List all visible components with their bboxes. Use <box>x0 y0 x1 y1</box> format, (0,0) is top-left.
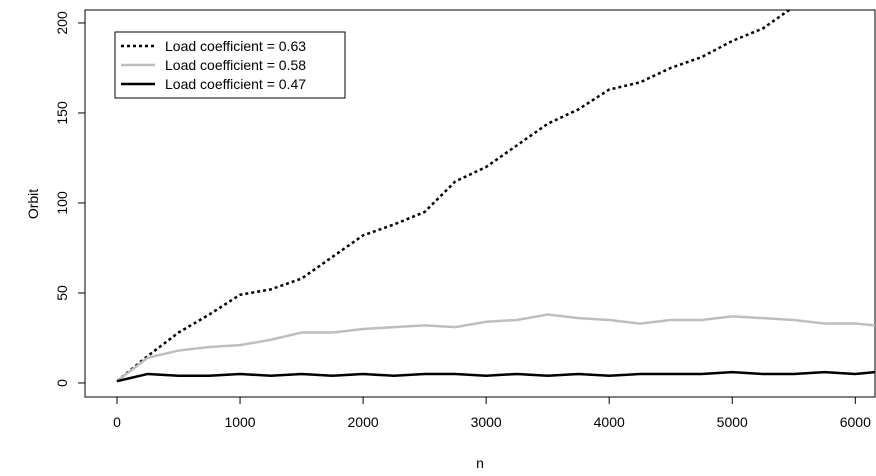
x-tick-label: 3000 <box>471 414 502 430</box>
y-tick-label: 50 <box>54 285 70 301</box>
series-line <box>116 313 875 383</box>
y-tick-label: 200 <box>54 11 70 35</box>
plot-box <box>84 9 876 398</box>
y-tick-label: 0 <box>54 379 70 387</box>
x-tick-label: 2000 <box>348 414 379 430</box>
series-line <box>116 370 875 383</box>
x-tick-label: 0 <box>113 414 121 430</box>
x-tick-label: 5000 <box>717 414 748 430</box>
x-tick-label: 4000 <box>594 414 625 430</box>
legend-label: Load coefficient = 0.58 <box>165 57 306 73</box>
x-tick-label: 6000 <box>840 414 871 430</box>
x-tick-label: 1000 <box>224 414 255 430</box>
y-tick-label: 150 <box>54 101 70 125</box>
plot-lines <box>116 10 875 383</box>
legend-label: Load coefficient = 0.63 <box>165 38 306 54</box>
y-axis-label: Orbit <box>25 189 41 219</box>
legend-label: Load coefficient = 0.47 <box>165 76 306 92</box>
y-tick-label: 100 <box>54 191 70 215</box>
series-line <box>116 10 792 383</box>
x-axis-label: n <box>476 455 484 471</box>
